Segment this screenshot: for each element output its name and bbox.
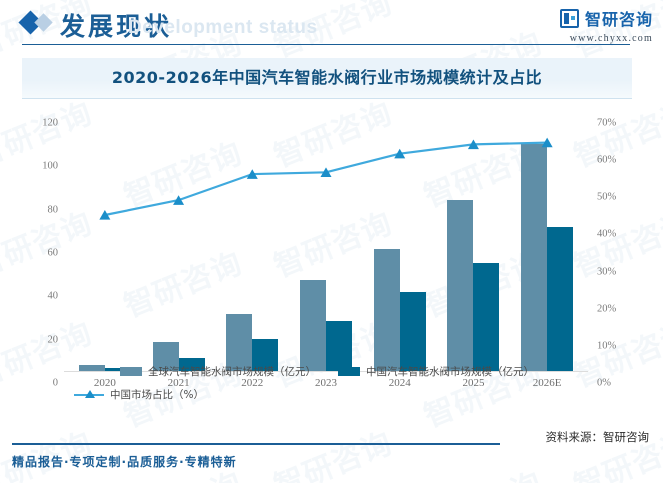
bar-global[interactable] xyxy=(78,364,105,371)
bar-china[interactable] xyxy=(104,368,131,371)
x-axis-label: 2025 xyxy=(462,377,485,389)
legend-swatch-china-icon xyxy=(338,367,360,376)
bar-global[interactable] xyxy=(447,199,474,371)
footer-source: 资料来源：智研咨询 xyxy=(545,430,650,444)
bar-group xyxy=(437,111,511,371)
bar-global[interactable] xyxy=(300,280,327,371)
x-axis-label: 2021 xyxy=(167,377,190,389)
line-marker[interactable] xyxy=(541,137,553,148)
bar-global[interactable] xyxy=(373,248,400,371)
y-axis-right-tick: 50% xyxy=(597,191,617,203)
line-marker[interactable] xyxy=(394,148,406,159)
y-axis-right-tick: 70% xyxy=(597,117,617,129)
bar-group xyxy=(289,111,363,371)
bar-group xyxy=(363,111,437,371)
bar-china[interactable] xyxy=(326,321,353,371)
y-axis-right-tick: 40% xyxy=(597,228,617,240)
line-marker[interactable] xyxy=(320,167,332,177)
y-axis-left-tick: 40 xyxy=(47,290,59,302)
y-axis-right-tick: 60% xyxy=(597,154,617,166)
legend-label-share: 中国市场占比（%） xyxy=(110,389,204,401)
bar-china[interactable] xyxy=(252,338,279,371)
y-axis-right: 0% 10% 20% 30% 40% 50% 60% 70% xyxy=(588,111,632,389)
legend-label-china: 中国汽车智能水阀市场规模（亿元） xyxy=(366,366,534,378)
line-series-layer xyxy=(99,137,553,220)
line-marker[interactable] xyxy=(173,195,185,205)
watermark-text: 智研咨询 xyxy=(416,458,547,483)
y-axis-right-tick: 10% xyxy=(597,340,617,352)
y-axis-left: 0 20 40 60 80 100 120 xyxy=(22,111,66,389)
page-subtitle: Development status xyxy=(128,17,318,38)
y-axis-left-tick: 120 xyxy=(42,117,58,129)
legend-swatch-share-icon xyxy=(74,390,104,399)
chart-card: 2020-2026年中国汽车智能水阀行业市场规模统计及占比 0 20 40 60 80 1… xyxy=(22,58,632,441)
header-divider xyxy=(22,44,630,45)
x-axis-label: 2023 xyxy=(315,377,338,389)
brand-mark-icon xyxy=(559,8,579,28)
x-axis-label: 2022 xyxy=(241,377,264,389)
page-title: 发展现状 xyxy=(60,12,173,41)
bar-china[interactable] xyxy=(473,262,500,371)
y-axis-left-tick: 0 xyxy=(52,377,58,389)
y-axis-right-tick: 20% xyxy=(597,303,617,315)
chart-title: 2020-2026年中国汽车智能水阀行业市场规模统计及占比 xyxy=(22,58,632,99)
y-axis-left-tick: 60 xyxy=(47,247,59,259)
page-header: 发展现状 Development status 智研咨询 www.chyxx.c… xyxy=(0,0,663,52)
legend-swatch-global-icon xyxy=(120,367,142,376)
y-axis-right-tick: 30% xyxy=(597,266,617,278)
legend-item-global[interactable]: 全球汽车智能水阀市场规模（亿元） xyxy=(120,364,316,379)
x-axis-label: 2026E xyxy=(532,377,562,389)
x-axis-label: 2024 xyxy=(388,377,411,389)
bars-container xyxy=(68,111,584,371)
bar-group xyxy=(510,111,584,371)
line-marker[interactable] xyxy=(246,169,258,179)
line-marker[interactable] xyxy=(467,139,479,150)
legend-item-share[interactable]: 中国市场占比（%） xyxy=(74,387,204,402)
bar-global[interactable] xyxy=(152,341,179,371)
brand-name: 智研咨询 xyxy=(584,10,653,29)
bar-global[interactable] xyxy=(226,313,253,371)
x-axis-labels: 2020 2021 2022 2023 2024 2025 2026E xyxy=(68,377,584,389)
x-axis-label: 2020 xyxy=(93,377,116,389)
bar-china[interactable] xyxy=(399,291,426,371)
brand-logo: 智研咨询 www.chyxx.com xyxy=(559,6,653,44)
line-path xyxy=(104,141,548,217)
y-axis-right-tick: 0% xyxy=(597,377,611,389)
y-axis-left-tick: 20 xyxy=(47,334,59,346)
bar-groups xyxy=(68,111,584,371)
line-marker[interactable] xyxy=(99,210,111,220)
brand-url: www.chyxx.com xyxy=(569,33,653,44)
footer-divider xyxy=(12,443,500,445)
footer-tagline: 精品报告·专项定制·品质服务·专精特新 xyxy=(12,455,237,469)
y-axis-left-tick: 80 xyxy=(47,204,59,216)
chart-legend: 全球汽车智能水阀市场规模（亿元） 中国汽车智能水阀市场规模（亿元） 中国市场占比… xyxy=(22,364,632,410)
y-axis-left-tick: 100 xyxy=(42,160,58,172)
bar-group xyxy=(68,111,142,371)
chart-plot-area: 0 20 40 60 80 100 120 0% 10% 20% 30% 40% 50% 60% 70% … xyxy=(22,99,632,399)
bar-global[interactable] xyxy=(521,143,548,371)
x-axis-baseline xyxy=(64,371,588,372)
bar-group xyxy=(215,111,289,371)
legend-item-china[interactable]: 中国汽车智能水阀市场规模（亿元） xyxy=(338,364,534,379)
bar-group xyxy=(142,111,216,371)
bar-china[interactable] xyxy=(547,226,574,371)
legend-label-global: 全球汽车智能水阀市场规模（亿元） xyxy=(148,366,316,378)
bar-china[interactable] xyxy=(178,358,205,371)
